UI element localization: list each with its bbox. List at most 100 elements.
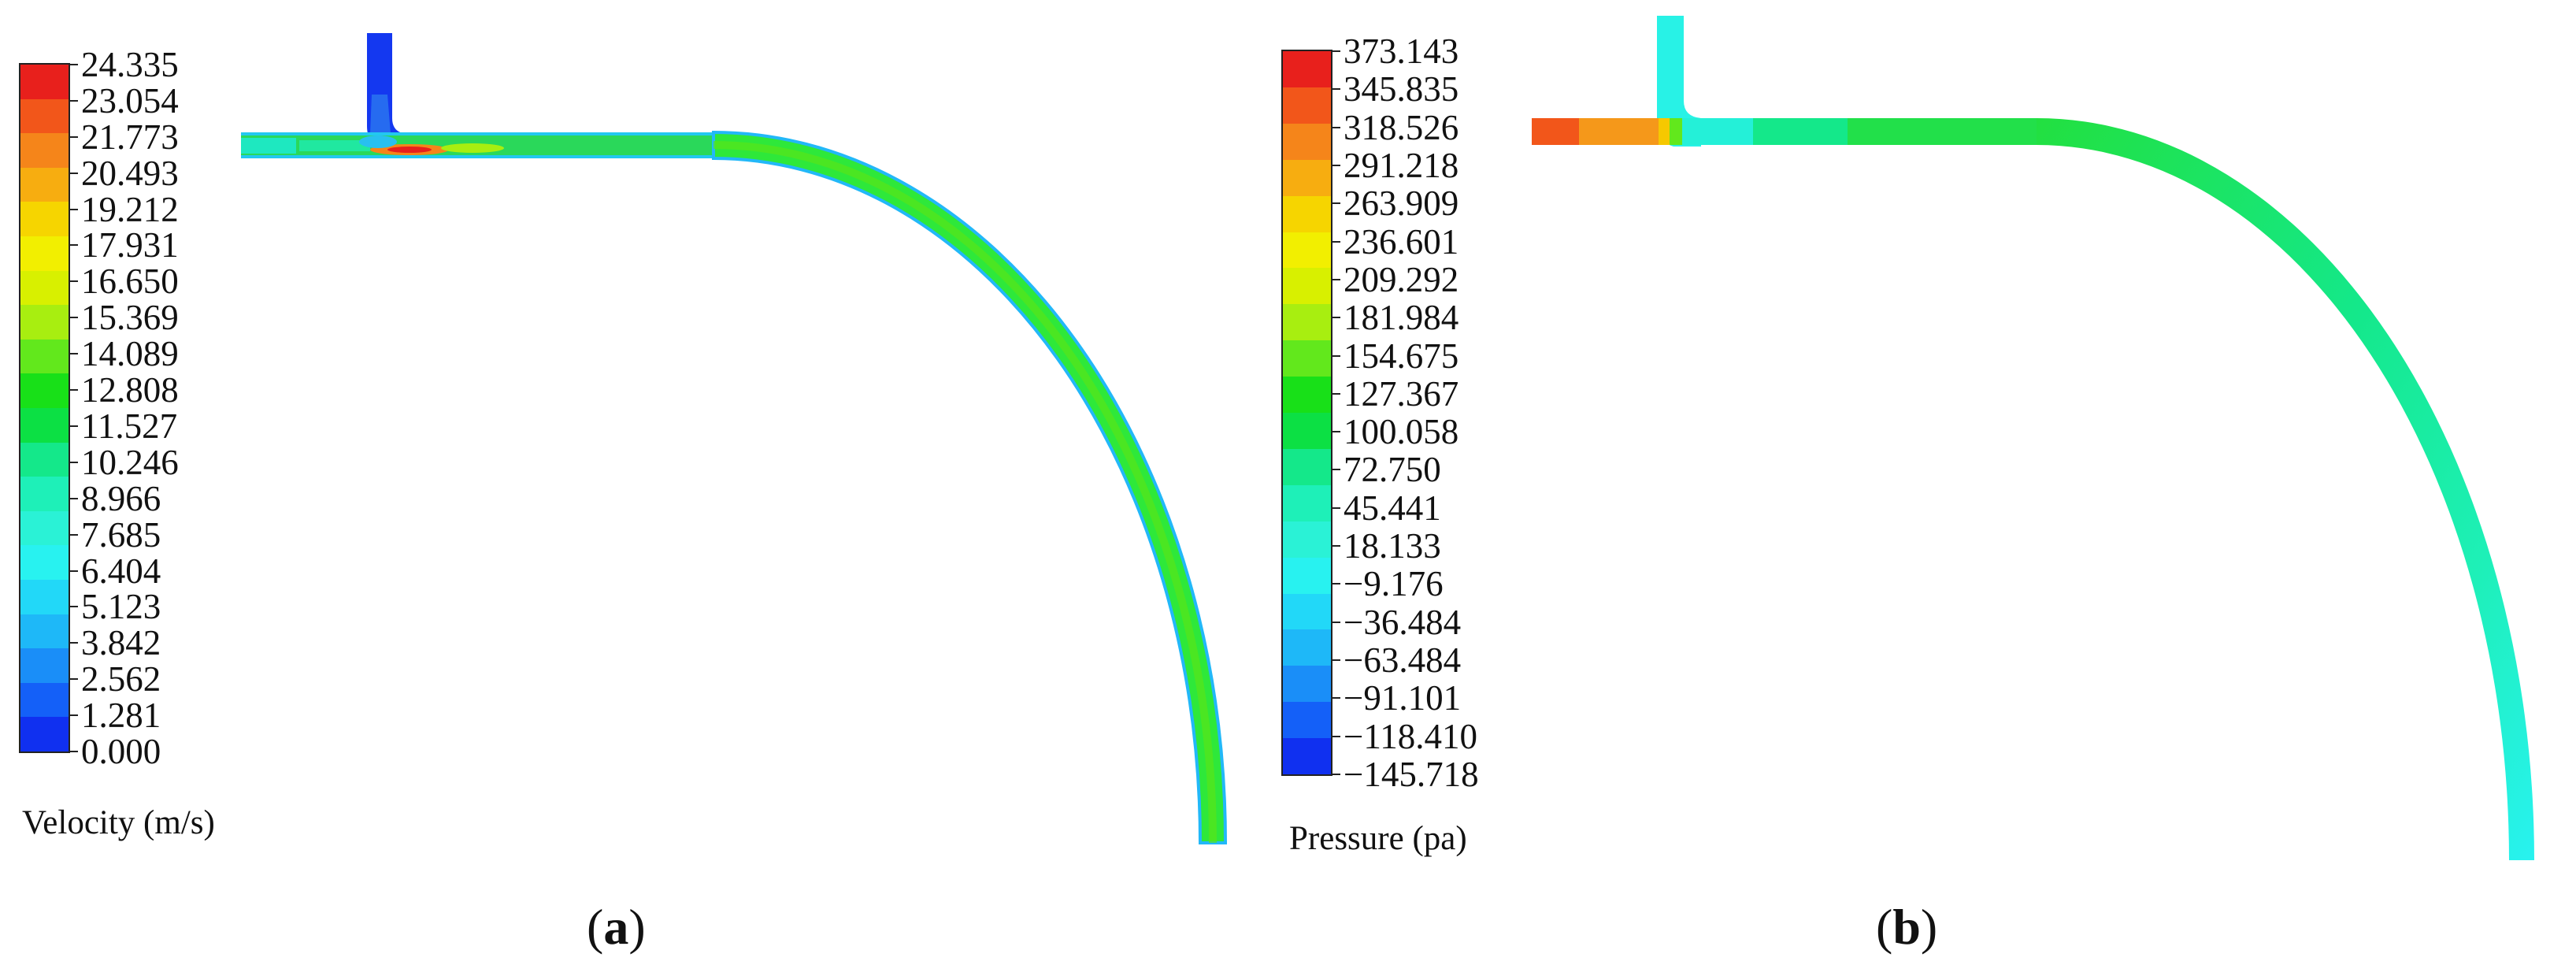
legend-swatch bbox=[20, 373, 69, 409]
legend-swatch bbox=[20, 442, 69, 477]
legend-value-label: 15.369 bbox=[81, 298, 179, 338]
legend-value-label: 10.246 bbox=[81, 442, 179, 482]
legend-swatch bbox=[1283, 593, 1331, 630]
legend-tick bbox=[1332, 774, 1340, 775]
legend-tick bbox=[1332, 583, 1340, 585]
legend-swatch bbox=[1283, 413, 1331, 450]
legend-tick bbox=[70, 244, 78, 247]
legend-swatch bbox=[1283, 232, 1331, 269]
legend-tick bbox=[70, 280, 78, 283]
legend-tick bbox=[70, 208, 78, 210]
legend-swatch bbox=[1283, 521, 1331, 559]
legend-swatch bbox=[1283, 304, 1331, 341]
legend-tick bbox=[70, 461, 78, 463]
legend-value-label: 12.808 bbox=[81, 370, 179, 410]
legend-swatch bbox=[20, 167, 69, 202]
legend-swatch bbox=[20, 133, 69, 169]
legend-value-label: 6.404 bbox=[81, 551, 161, 591]
legend-swatch bbox=[20, 648, 69, 684]
legend-swatch bbox=[1283, 666, 1331, 703]
legend-value-label: 17.931 bbox=[81, 225, 179, 265]
legend-swatch bbox=[20, 65, 69, 100]
legend-value-label: −63.484 bbox=[1344, 640, 1462, 681]
legend-value-label: 318.526 bbox=[1344, 107, 1459, 147]
legend-tick bbox=[70, 642, 78, 644]
legend-tick bbox=[1332, 392, 1340, 395]
legend-value-label: 263.909 bbox=[1344, 184, 1459, 224]
legend-swatch bbox=[1283, 448, 1331, 486]
legend-tick bbox=[1332, 469, 1340, 471]
legend-value-label: 8.966 bbox=[81, 478, 161, 518]
legend-swatch bbox=[1283, 195, 1331, 232]
panel-a-caption: (a) bbox=[587, 899, 646, 955]
legend-tick bbox=[1332, 50, 1340, 52]
legend-swatch bbox=[1283, 268, 1331, 305]
legend-swatch bbox=[1283, 629, 1331, 666]
legend-tick bbox=[1332, 202, 1340, 205]
pressure-variable-label: Pressure (pa) bbox=[1289, 820, 1467, 857]
legend-tick bbox=[70, 497, 78, 499]
legend-swatch bbox=[1283, 557, 1331, 594]
pressure-contour-plot bbox=[1532, 16, 2534, 860]
legend-swatch bbox=[1283, 484, 1331, 522]
legend-swatch bbox=[20, 580, 69, 615]
pressure-straight-pipe bbox=[1532, 118, 1579, 145]
legend-value-label: 18.133 bbox=[1344, 526, 1441, 566]
legend-value-label: 16.650 bbox=[81, 262, 179, 302]
legend-tick bbox=[70, 317, 78, 319]
legend-tick bbox=[1332, 164, 1340, 166]
legend-value-label: 0.000 bbox=[81, 732, 161, 771]
legend-swatch bbox=[1283, 123, 1331, 161]
legend-swatch bbox=[20, 408, 69, 443]
legend-tick bbox=[70, 533, 78, 536]
legend-swatch bbox=[1283, 87, 1331, 124]
legend-value-label: 3.842 bbox=[81, 623, 161, 663]
legend-swatch bbox=[1283, 159, 1331, 197]
legend-swatch bbox=[20, 270, 69, 306]
legend-tick bbox=[70, 353, 78, 355]
legend-tick bbox=[70, 570, 78, 572]
legend-swatch bbox=[20, 477, 69, 512]
legend-value-label: −91.101 bbox=[1344, 678, 1462, 718]
legend-value-label: −9.176 bbox=[1344, 564, 1444, 604]
velocity-contour-plot bbox=[241, 33, 1228, 844]
legend-swatch bbox=[20, 717, 69, 752]
legend-value-label: 2.562 bbox=[81, 659, 161, 700]
legend-value-label: −36.484 bbox=[1344, 602, 1462, 642]
legend-tick bbox=[1332, 621, 1340, 623]
legend-tick bbox=[70, 64, 78, 65]
legend-value-label: 127.367 bbox=[1344, 373, 1459, 414]
legend-tick bbox=[70, 99, 78, 102]
legend-tick bbox=[1332, 659, 1340, 662]
legend-tick bbox=[1332, 735, 1340, 737]
legend-tick bbox=[1332, 317, 1340, 319]
legend-value-label: 5.123 bbox=[81, 587, 161, 627]
legend-value-label: 23.054 bbox=[81, 80, 179, 121]
legend-tick bbox=[70, 135, 78, 138]
legend-tick bbox=[70, 172, 78, 174]
legend-tick bbox=[1332, 545, 1340, 547]
legend-tick bbox=[70, 606, 78, 608]
legend-value-label: 181.984 bbox=[1344, 298, 1459, 338]
legend-value-label: 1.281 bbox=[81, 696, 161, 736]
legend-value-label: 154.675 bbox=[1344, 336, 1459, 376]
legend-swatch bbox=[20, 98, 69, 134]
legend-tick bbox=[1332, 354, 1340, 357]
legend-value-label: 236.601 bbox=[1344, 221, 1459, 262]
legend-value-label: 100.058 bbox=[1344, 412, 1459, 452]
legend-tick bbox=[1332, 126, 1340, 128]
legend-value-label: 7.685 bbox=[81, 514, 161, 555]
legend-swatch bbox=[20, 202, 69, 237]
legend-tick bbox=[70, 389, 78, 392]
legend-swatch bbox=[1283, 377, 1331, 414]
legend-value-label: 72.750 bbox=[1344, 450, 1441, 490]
legend-value-label: 291.218 bbox=[1344, 145, 1459, 185]
legend-tick bbox=[1332, 507, 1340, 509]
legend-value-label: 345.835 bbox=[1344, 69, 1459, 109]
pressure-arc-pipe bbox=[2037, 118, 2534, 860]
legend-tick bbox=[1332, 88, 1340, 91]
legend-tick bbox=[1332, 697, 1340, 700]
legend-swatch bbox=[20, 510, 69, 546]
legend-swatch bbox=[20, 614, 69, 649]
legend-swatch bbox=[20, 339, 69, 374]
